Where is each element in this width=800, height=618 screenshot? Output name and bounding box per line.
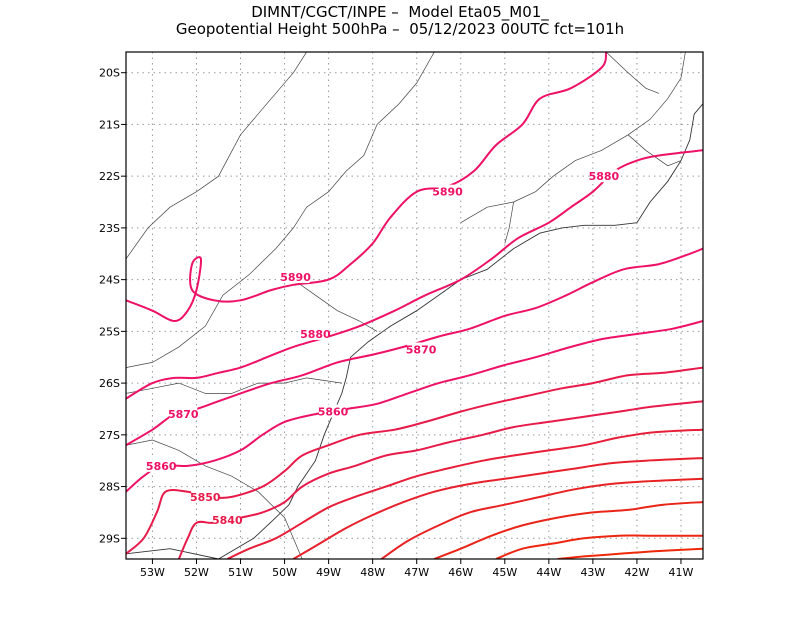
lon-tick-label: 53W <box>140 566 165 579</box>
contour-label: 5880 <box>300 328 331 341</box>
contour-line-5780 <box>557 547 703 559</box>
lat-tick-label: 27S <box>99 429 120 442</box>
state-border <box>126 52 307 260</box>
lon-tick-label: 43W <box>580 566 605 579</box>
state-border <box>460 52 686 224</box>
coastline <box>126 103 703 559</box>
contour-label: 5890 <box>432 186 463 199</box>
axis-ticks: 53W 52W 51W 50W 49W 48W 47W 46W 45W 44W 43W 42W 41W 2… <box>99 67 694 579</box>
contour-line-5870 <box>126 247 703 447</box>
state-border <box>627 134 682 167</box>
lat-tick-label: 20S <box>99 67 120 80</box>
contour-label: 5850 <box>190 491 221 504</box>
state-border <box>126 377 342 394</box>
lon-tick-label: 44W <box>536 566 561 579</box>
lon-tick-label: 41W <box>669 566 694 579</box>
lon-tick-label: 50W <box>272 566 297 579</box>
state-border <box>504 201 514 244</box>
lat-tick-label: 25S <box>99 325 120 338</box>
contour-line-5860 <box>126 320 703 493</box>
contour-label: 5890 <box>280 271 311 284</box>
contour-line-5820 <box>292 457 703 559</box>
contour-label: 5840 <box>212 514 243 527</box>
gridlines <box>126 52 703 559</box>
plot-frame <box>125 51 704 560</box>
map-title: DIMNT/CGCT/INPE – Model Eta05_M01_ Geopo… <box>0 4 800 38</box>
contour-label-bg <box>407 342 436 356</box>
contour-line-5790 <box>495 534 703 559</box>
contour-line-5850 <box>126 366 703 555</box>
contour-label-bg <box>433 184 462 198</box>
contour-label: 5860 <box>318 406 349 419</box>
contour-label-bg <box>281 270 310 284</box>
contour-line-5800 <box>433 501 703 559</box>
lon-tick-label: 48W <box>360 566 385 579</box>
lon-tick-label: 51W <box>228 566 253 579</box>
contour-line-5890 <box>126 52 608 323</box>
contour-label: 5880 <box>589 170 620 183</box>
plot-area <box>126 52 703 559</box>
lat-tick-label: 22S <box>99 170 120 183</box>
contour-label: 5870 <box>406 343 437 356</box>
contour-label-bg <box>301 326 330 340</box>
lon-tick-label: 52W <box>184 566 209 579</box>
contour-label-bg <box>589 169 618 183</box>
lon-tick-label: 42W <box>624 566 649 579</box>
contour-label: 5870 <box>168 408 199 421</box>
contour-label-bg <box>169 407 198 421</box>
lat-tick-label: 29S <box>99 532 120 545</box>
contour-labels: 5890 5890 5880 5880 5870 5870 5860 5860 5850 5840 <box>146 169 620 527</box>
contour-line-5830 <box>226 428 703 559</box>
contour-label: 5860 <box>146 460 177 473</box>
contour-line-5810 <box>380 477 703 559</box>
lat-tick-label: 28S <box>99 481 120 494</box>
title-line-2: Geopotential Height 500hPa – 05/12/2023 … <box>175 20 625 38</box>
state-border <box>126 52 435 368</box>
title-line-1: DIMNT/CGCT/INPE – Model Eta05_M01_ <box>251 3 549 21</box>
contour-label-bg <box>191 489 220 503</box>
geography <box>126 52 703 559</box>
lat-tick-label: 26S <box>99 377 120 390</box>
lat-tick-label: 24S <box>99 274 120 287</box>
contour-label-bg <box>213 513 242 527</box>
state-border <box>605 52 660 94</box>
lon-tick-label: 47W <box>404 566 429 579</box>
lon-tick-label: 49W <box>316 566 341 579</box>
contour-label-bg <box>147 458 176 472</box>
lon-tick-label: 45W <box>492 566 517 579</box>
lat-tick-label: 21S <box>99 118 120 131</box>
lat-tick-label: 23S <box>99 222 120 235</box>
contour-label-bg <box>319 404 348 418</box>
state-border <box>126 439 303 559</box>
lon-tick-label: 46W <box>448 566 473 579</box>
